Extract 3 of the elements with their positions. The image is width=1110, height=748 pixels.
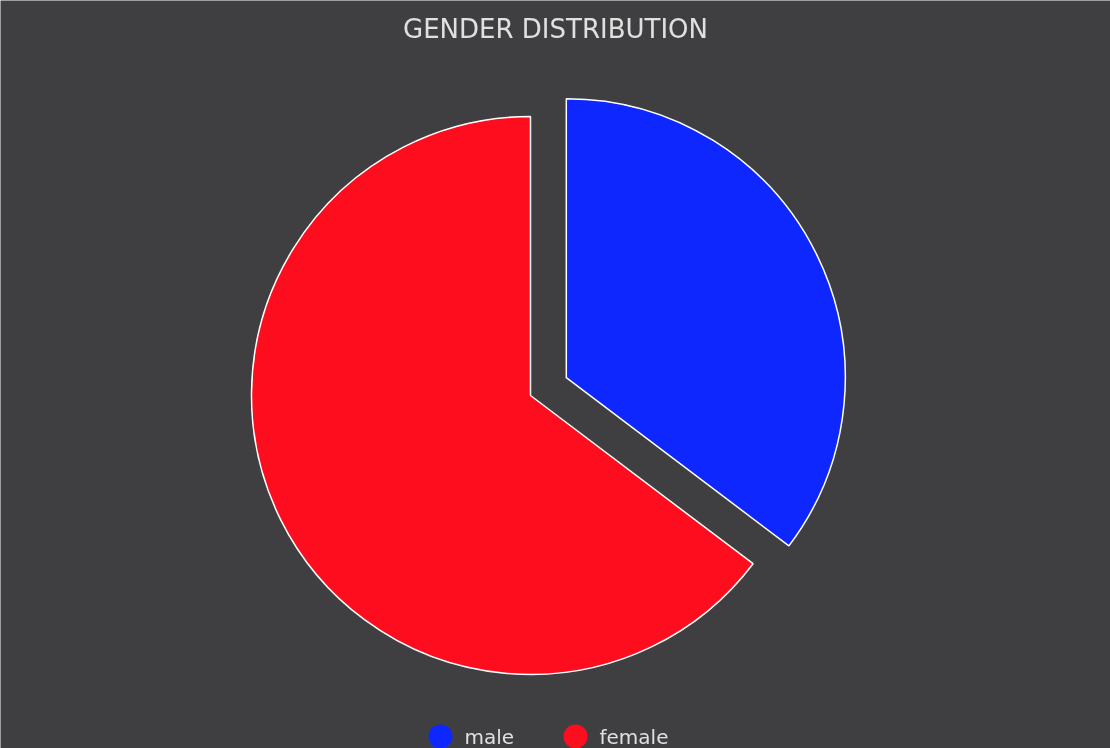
legend-label: female xyxy=(599,724,669,748)
chart-title: GENDER DISTRIBUTION xyxy=(403,13,708,44)
legend-label: male xyxy=(464,724,515,748)
